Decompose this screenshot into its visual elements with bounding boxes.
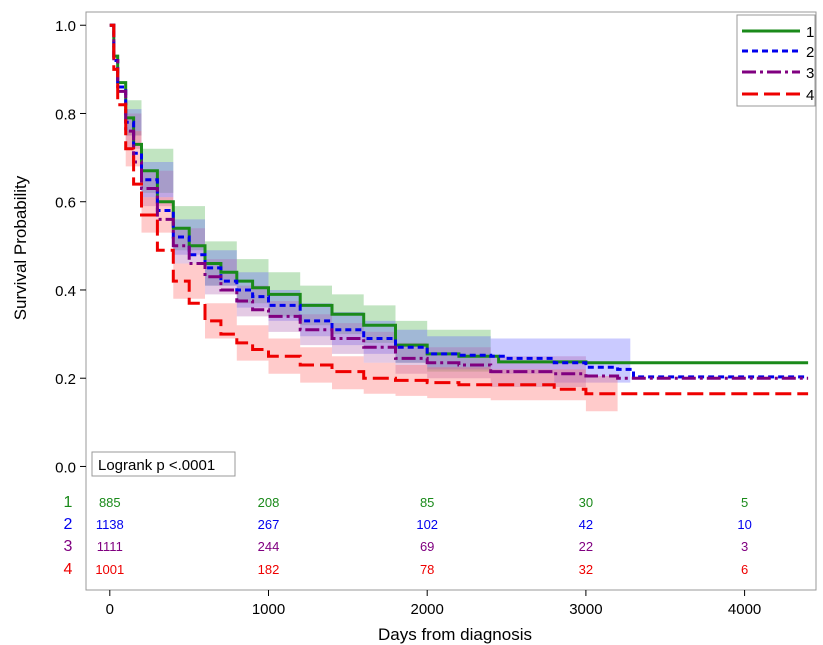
at-risk-row-label-1: 1 xyxy=(64,494,73,511)
x-axis: 0 1000 2000 3000 4000 xyxy=(106,590,761,618)
at-risk-count: 244 xyxy=(258,539,280,554)
at-risk-row-label-3: 3 xyxy=(64,538,73,555)
survival-curve-4 xyxy=(109,23,809,396)
at-risk-row-label-4: 4 xyxy=(64,561,73,578)
logrank-box xyxy=(91,451,236,477)
at-risk-count: 1138 xyxy=(96,517,124,532)
y-axis-label: Survival Probability xyxy=(11,175,30,320)
legend: 1 2 3 4 xyxy=(736,14,816,107)
legend-label-1: 1 xyxy=(806,24,814,41)
y-tick-label: 0.6 xyxy=(55,195,76,212)
at-risk-count: 22 xyxy=(579,539,593,554)
y-tick-label: 0.4 xyxy=(55,283,76,300)
at-risk-count: 69 xyxy=(420,539,434,554)
x-tick-label: 2000 xyxy=(411,601,444,618)
at-risk-count: 85 xyxy=(420,495,434,510)
y-tick-label: 1.0 xyxy=(55,18,76,35)
at-risk-row-label-2: 2 xyxy=(64,516,73,533)
survival-curves xyxy=(109,23,809,396)
at-risk-count: 6 xyxy=(741,562,748,577)
legend-label-4: 4 xyxy=(806,87,814,104)
at-risk-count: 32 xyxy=(579,562,593,577)
x-tick-label: 1000 xyxy=(252,601,285,618)
y-tick-label: 0.8 xyxy=(55,106,76,123)
at-risk-count: 267 xyxy=(258,517,280,532)
at-risk-count: 10 xyxy=(737,517,751,532)
x-tick-label: 0 xyxy=(106,601,114,618)
at-risk-count: 5 xyxy=(741,495,748,510)
legend-label-3: 3 xyxy=(806,65,814,82)
plot-frame xyxy=(85,11,817,591)
at-risk-count: 1111 xyxy=(97,539,123,554)
at-risk-count: 30 xyxy=(579,495,593,510)
logrank-text: Logrank p <.0001 xyxy=(98,457,215,474)
y-axis: 0.0 0.2 0.4 0.6 0.8 1.0 xyxy=(55,18,86,476)
x-tick-label: 3000 xyxy=(569,601,602,618)
at-risk-count: 1001 xyxy=(95,562,124,577)
at-risk-count: 78 xyxy=(420,562,434,577)
at-risk-count: 42 xyxy=(579,517,593,532)
survival-curve-2 xyxy=(109,23,809,379)
legend-box xyxy=(736,14,816,107)
at-risk-count: 102 xyxy=(416,517,438,532)
x-axis-label: Days from diagnosis xyxy=(378,625,532,644)
logrank-annotation: Logrank p <.0001 xyxy=(91,451,236,477)
at-risk-count: 208 xyxy=(258,495,280,510)
y-tick-label: 0.0 xyxy=(55,459,76,476)
at-risk-count: 885 xyxy=(99,495,121,510)
y-tick-label: 0.2 xyxy=(55,371,76,388)
at-risk-count: 182 xyxy=(258,562,280,577)
x-tick-label: 4000 xyxy=(728,601,761,618)
confidence-band-4 xyxy=(109,25,618,416)
legend-label-2: 2 xyxy=(806,44,814,61)
confidence-band-2 xyxy=(109,25,631,405)
at-risk-count: 3 xyxy=(741,539,748,554)
at-risk-table: 1 885 208 85 30 5 2 1138 267 102 42 10 3 1111 244 69 22 3… xyxy=(64,494,752,578)
